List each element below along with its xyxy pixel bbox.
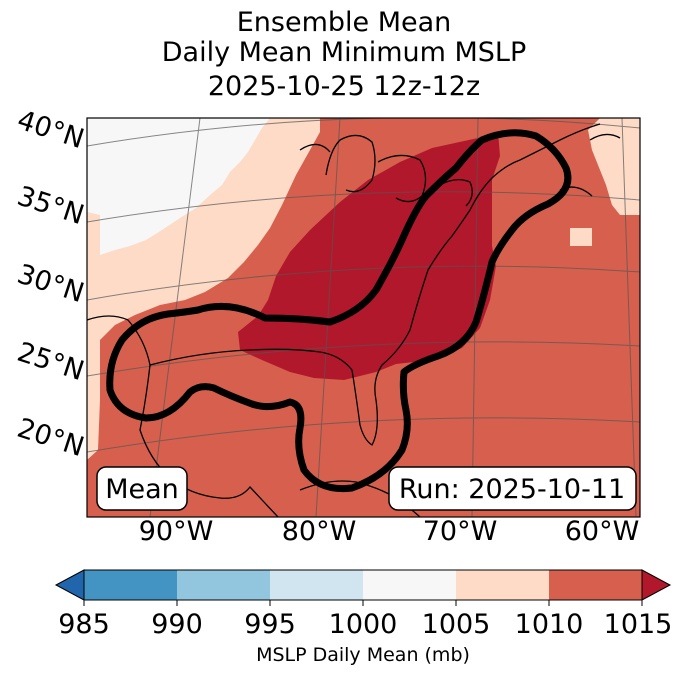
colorbar-segment-1010-1015 [549,570,642,600]
lat-label-35: 35°N [13,181,87,232]
lat-label-20: 20°N [13,413,87,464]
colorbar-tick-995: 995 [244,609,296,640]
run-box-label: Run: 2025-10-11 [399,474,625,505]
map-frame [86,117,641,518]
title-line-3: 2025-10-25 12z-12z [207,71,481,102]
lat-label-30: 30°N [13,259,87,310]
title-line-1: Ensemble Mean [236,7,452,38]
region-1005-1010-patch [570,228,592,246]
region-below-1005 [87,118,270,255]
mean-box-label: Mean [105,474,179,505]
contour-outline [106,129,572,493]
lon-label-70w: 70°W [423,516,498,547]
colorbar-segment-995-1000 [270,570,363,600]
mean-box: Mean [96,466,188,511]
lat-label-40: 40°N [13,105,87,156]
colorbar-segment-1005-1010 [456,570,549,600]
lon-label-60w: 60°W [565,516,640,547]
colorbar-segment-1000-1005 [363,570,456,600]
colorbar-tick-1000: 1000 [329,609,398,640]
colorbar-extend-high [641,569,672,601]
colorbar-tick-1005: 1005 [422,609,491,640]
lat-label-25: 25°N [13,337,87,388]
run-box: Run: 2025-10-11 [388,466,637,511]
lon-label-80w: 80°W [282,516,357,547]
title-line-2: Daily Mean Minimum MSLP [161,37,527,68]
colorbar-extend-low [54,569,85,601]
colorbar-tick-990: 990 [151,609,203,640]
colorbar: 985 990 995 1000 1005 1010 1015 MSLP Dai… [54,569,673,666]
colorbar-tick-1010: 1010 [515,609,584,640]
region-1005-1010-east [588,118,640,215]
colorbar-label: MSLP Daily Mean (mb) [256,644,470,666]
map-area: Mean Run: 2025-10-11 [87,118,640,517]
colorbar-tick-1015: 1015 [604,609,673,640]
colorbar-segment-990-995 [177,570,270,600]
colorbar-tick-985: 985 [58,609,110,640]
colorbar-segment-985-990 [84,570,177,600]
lon-label-90w: 90°W [139,516,214,547]
